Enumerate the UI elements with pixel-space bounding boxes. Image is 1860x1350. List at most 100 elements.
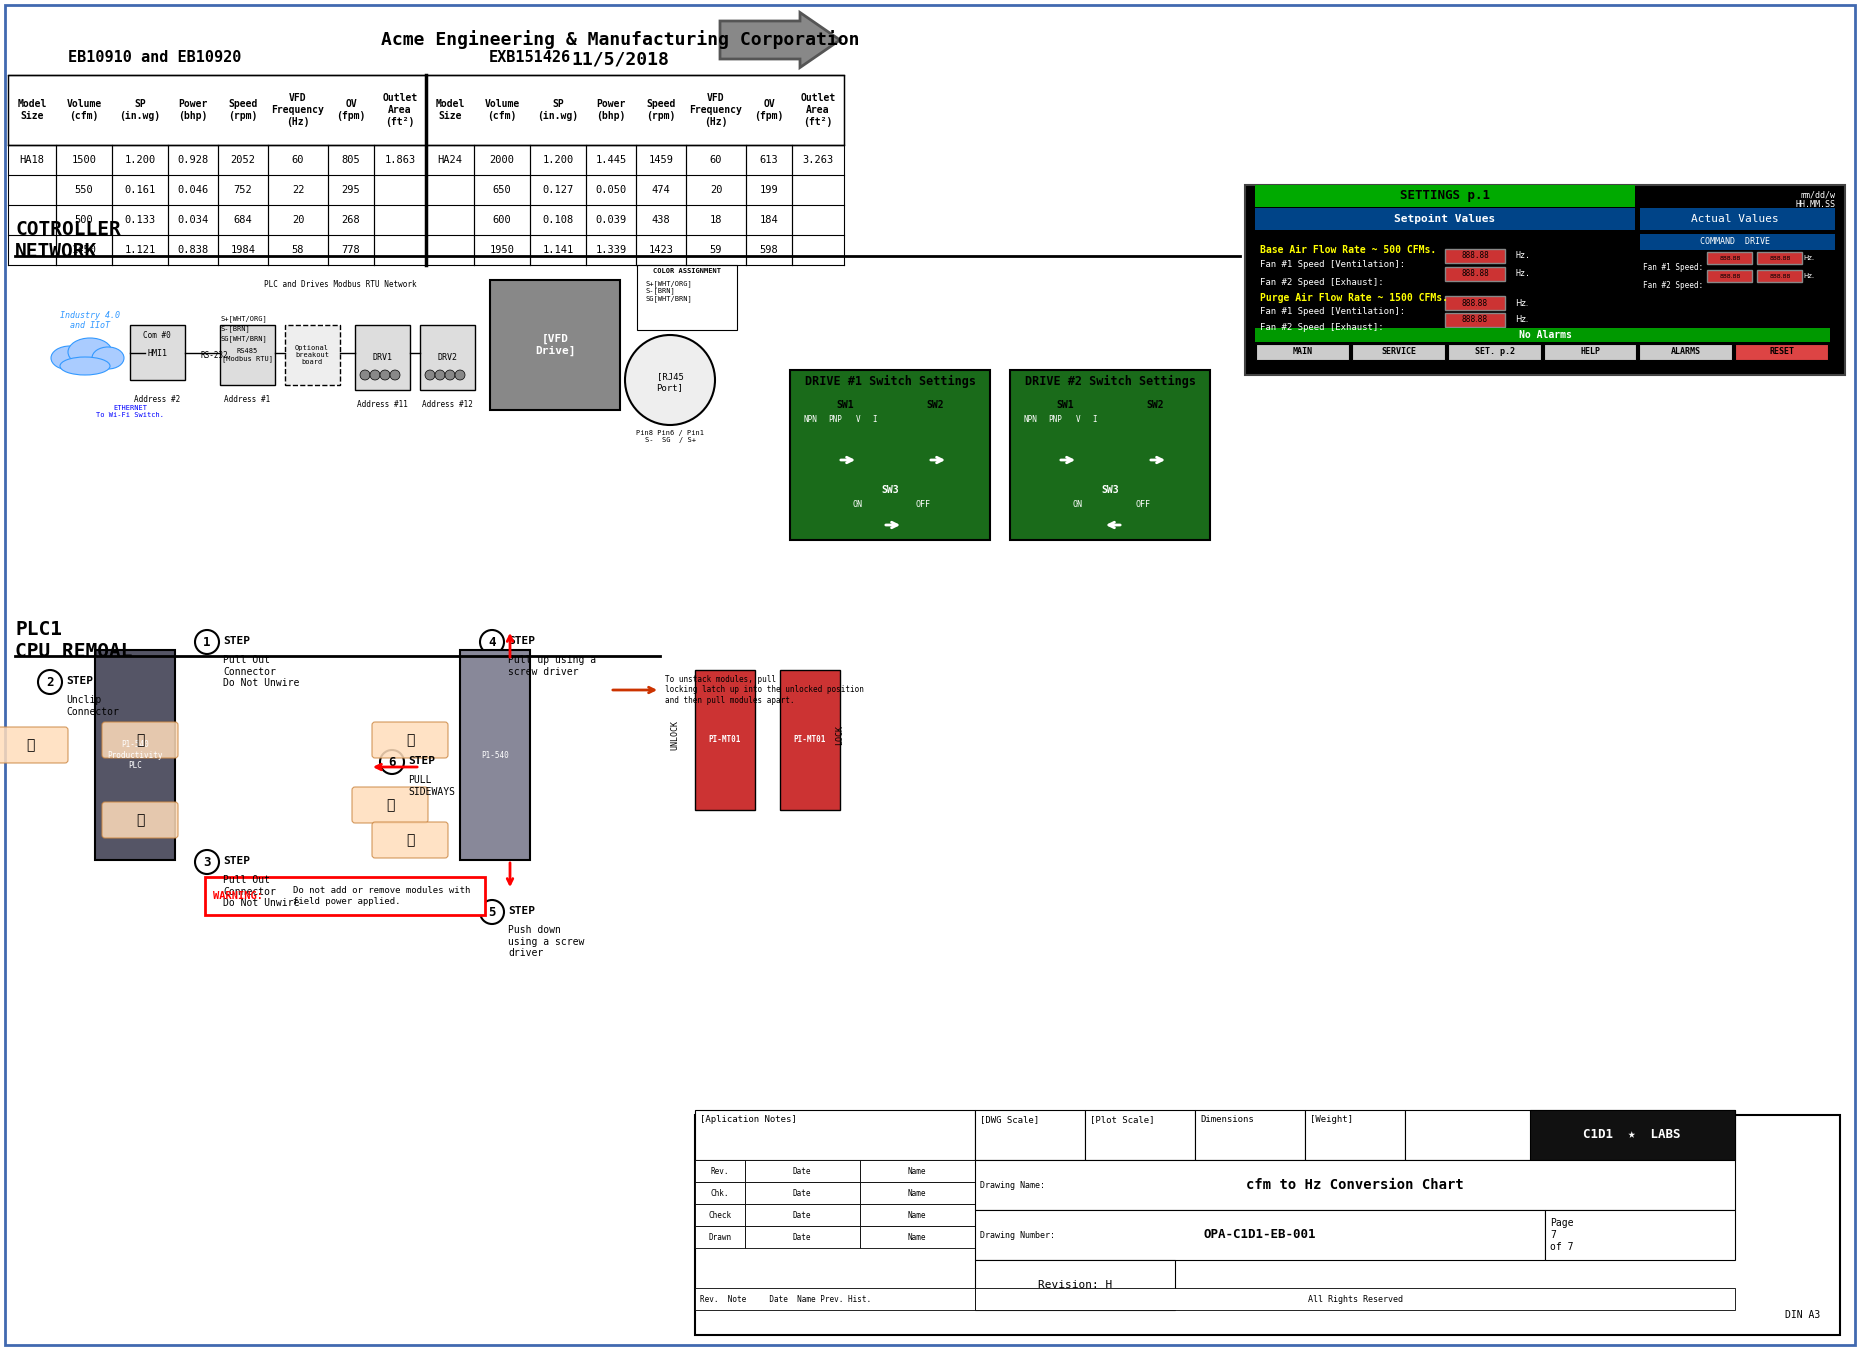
Text: 805: 805 — [342, 155, 361, 165]
Text: P1-540
Productivity
PLC: P1-540 Productivity PLC — [108, 740, 164, 770]
Text: Volume
(cfm): Volume (cfm) — [484, 99, 519, 120]
Bar — [1531, 1110, 1735, 1160]
Text: AUTOMATIONDIRECT: AUTOMATIONDIRECT — [132, 869, 138, 930]
Text: RS-232: RS-232 — [201, 351, 227, 359]
Bar — [746, 1204, 859, 1226]
Text: 888.88: 888.88 — [1769, 255, 1791, 261]
Text: ALARMS: ALARMS — [1672, 347, 1702, 356]
Text: STEP: STEP — [508, 636, 536, 647]
Text: 600: 600 — [493, 215, 512, 225]
Text: PLC and Drives Modbus RTU Network: PLC and Drives Modbus RTU Network — [264, 279, 417, 289]
Bar — [1447, 344, 1540, 360]
Text: 1984: 1984 — [231, 244, 255, 255]
Text: Fan #1 Speed:: Fan #1 Speed: — [1642, 263, 1704, 271]
Text: OV
(fpm): OV (fpm) — [337, 99, 366, 120]
Text: Check: Check — [709, 1211, 731, 1219]
Text: Page
7
of 7: Page 7 of 7 — [1549, 1219, 1574, 1251]
Bar — [420, 325, 474, 390]
Text: I: I — [872, 414, 878, 424]
Text: COMMAND  DRIVE: COMMAND DRIVE — [1700, 238, 1771, 247]
Text: SW1: SW1 — [1056, 400, 1073, 410]
Text: 11/5/2018: 11/5/2018 — [571, 50, 670, 68]
Bar — [1445, 296, 1505, 310]
Bar — [219, 325, 275, 385]
Bar — [1256, 344, 1348, 360]
Bar — [285, 325, 340, 385]
Text: DRIVE #2 Switch Settings: DRIVE #2 Switch Settings — [1025, 375, 1196, 387]
Text: Pull Out
Connector
Do Not Unwire: Pull Out Connector Do Not Unwire — [223, 655, 299, 688]
Text: I: I — [1092, 414, 1097, 424]
Text: Fan #2 Speed [Exhaust]:: Fan #2 Speed [Exhaust]: — [1259, 323, 1384, 332]
FancyBboxPatch shape — [102, 802, 179, 838]
Bar — [1641, 234, 1836, 250]
Text: Chk.: Chk. — [711, 1188, 729, 1197]
Text: 1.339: 1.339 — [595, 244, 627, 255]
Circle shape — [391, 370, 400, 379]
Bar — [1256, 185, 1635, 207]
Bar — [1707, 252, 1752, 265]
Text: VFD
Frequency
(Hz): VFD Frequency (Hz) — [690, 93, 742, 127]
Text: 1423: 1423 — [649, 244, 673, 255]
Text: Address #1: Address #1 — [223, 396, 270, 404]
Text: 1.141: 1.141 — [543, 244, 573, 255]
Text: ✋: ✋ — [405, 733, 415, 747]
Bar — [1639, 344, 1732, 360]
Text: 199: 199 — [759, 185, 777, 194]
Text: PI-MT01: PI-MT01 — [794, 736, 826, 744]
Text: [VFD
Drive]: [VFD Drive] — [536, 333, 575, 356]
Text: Rev.  Note     Date  Name Prev. Hist.: Rev. Note Date Name Prev. Hist. — [699, 1296, 870, 1304]
Text: 0.046: 0.046 — [177, 185, 208, 194]
Text: Model
Size: Model Size — [435, 99, 465, 120]
Circle shape — [379, 751, 404, 774]
Text: RS485
[Modbus RTU]: RS485 [Modbus RTU] — [221, 348, 273, 362]
Bar — [1256, 208, 1635, 230]
Text: PI-MT01: PI-MT01 — [709, 736, 740, 744]
Text: Push down
using a screw
driver: Push down using a screw driver — [508, 925, 584, 958]
Text: Optional
breakout
board: Optional breakout board — [296, 346, 329, 365]
Bar — [859, 1226, 975, 1247]
Text: ✋: ✋ — [385, 798, 394, 811]
Bar — [1758, 252, 1802, 265]
Text: 0.108: 0.108 — [543, 215, 573, 225]
Text: Name: Name — [908, 1188, 926, 1197]
Text: 22: 22 — [292, 185, 305, 194]
Text: Hz.: Hz. — [1802, 273, 1814, 279]
Bar — [696, 1288, 975, 1309]
Text: Do not add or remove modules with
field power applied.: Do not add or remove modules with field … — [294, 887, 471, 906]
Text: Speed
(rpm): Speed (rpm) — [645, 99, 675, 120]
Text: Date: Date — [792, 1188, 811, 1197]
Text: RESET: RESET — [1769, 347, 1795, 356]
Bar — [746, 1183, 859, 1204]
Text: Address #11: Address #11 — [357, 400, 407, 409]
Text: Address #12: Address #12 — [422, 400, 472, 409]
Text: 20: 20 — [292, 215, 305, 225]
Text: Speed
(rpm): Speed (rpm) — [229, 99, 259, 120]
Text: 184: 184 — [759, 215, 777, 225]
Text: [DWG Scale]: [DWG Scale] — [980, 1115, 1040, 1125]
Text: Name: Name — [908, 1233, 926, 1242]
Bar — [696, 1160, 746, 1183]
Text: 500: 500 — [74, 215, 93, 225]
Text: 1950: 1950 — [489, 244, 515, 255]
Text: 0.133: 0.133 — [125, 215, 156, 225]
Text: Fan #2 Speed:: Fan #2 Speed: — [1642, 281, 1704, 290]
FancyBboxPatch shape — [102, 722, 179, 757]
Text: 1450: 1450 — [71, 244, 97, 255]
Bar — [696, 1204, 746, 1226]
FancyBboxPatch shape — [372, 822, 448, 859]
Text: STEP: STEP — [407, 756, 435, 765]
Text: 598: 598 — [759, 244, 777, 255]
Text: Date: Date — [792, 1211, 811, 1219]
Text: DRV2: DRV2 — [437, 354, 458, 363]
Text: STEP: STEP — [223, 636, 249, 647]
Text: 474: 474 — [651, 185, 670, 194]
Bar — [859, 1204, 975, 1226]
Bar — [975, 1110, 1084, 1160]
Bar — [636, 265, 737, 329]
Text: 0.127: 0.127 — [543, 185, 573, 194]
Text: HA24: HA24 — [437, 155, 463, 165]
Bar — [1194, 1110, 1306, 1160]
Text: Model
Size: Model Size — [17, 99, 46, 120]
Text: SW2: SW2 — [1146, 400, 1164, 410]
Text: 0.928: 0.928 — [177, 155, 208, 165]
